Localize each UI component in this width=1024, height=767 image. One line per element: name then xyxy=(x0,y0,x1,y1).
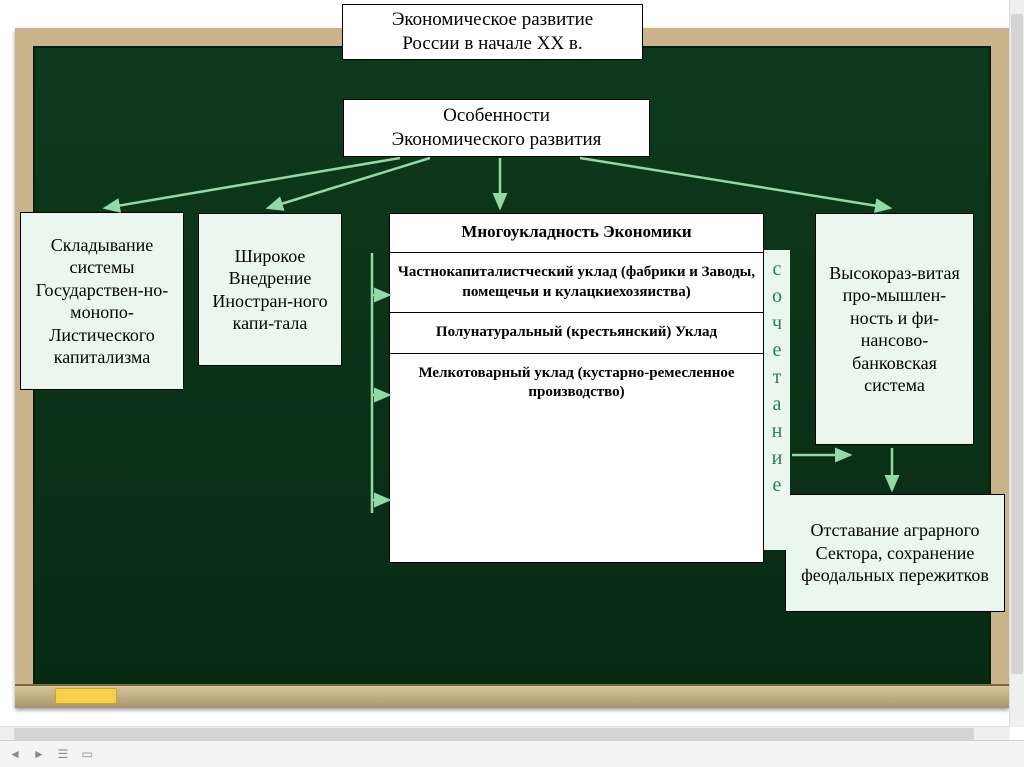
subtitle-line1: Особенности xyxy=(443,104,550,128)
leaf2-text: Широкое Внедрение Иностран-ного капи-тал… xyxy=(209,245,331,335)
multi-header: Многоукладность Экономики xyxy=(390,214,763,253)
menu-icon[interactable]: ☰ xyxy=(56,747,70,761)
horizontal-scrollbar[interactable] xyxy=(0,726,1010,741)
vstrip-letter: ч xyxy=(764,310,790,337)
bottom-toolbar: ◄ ► ☰ ▭ xyxy=(0,740,1024,767)
leaf-box-4: Высокораз-витая про-мышлен-ность и фи-на… xyxy=(815,213,974,445)
vstrip-letter: е xyxy=(764,472,790,499)
chalk-icon xyxy=(55,688,117,704)
title-line2: России в начале XX в. xyxy=(402,32,582,56)
vstrip-letter: о xyxy=(764,283,790,310)
leaf5-text: Отставание аграрного Сектора, сохранение… xyxy=(796,519,994,587)
vertical-scrollbar[interactable] xyxy=(1009,0,1024,727)
multi-section-3: Мелкотоварный уклад (кустарно-ремесленно… xyxy=(390,354,763,413)
horizontal-scroll-thumb[interactable] xyxy=(14,728,974,740)
vertical-scroll-thumb[interactable] xyxy=(1011,14,1023,674)
vstrip-letter: и xyxy=(764,445,790,472)
vstrip-letter: с xyxy=(764,256,790,283)
leaf1-text: Складывание системы Государствен-но-моно… xyxy=(31,234,173,369)
vstrip-letter: е xyxy=(764,337,790,364)
display-icon[interactable]: ▭ xyxy=(80,747,94,761)
multi-section-2: Полунатуральный (крестьянский) Уклад xyxy=(390,313,763,354)
vstrip-letter: н xyxy=(764,418,790,445)
vstrip-letter: а xyxy=(764,391,790,418)
title-line1: Экономическое развитие xyxy=(392,8,593,32)
next-slide-icon[interactable]: ► xyxy=(32,747,46,761)
prev-slide-icon[interactable]: ◄ xyxy=(8,747,22,761)
leaf-box-1: Складывание системы Государствен-но-моно… xyxy=(20,212,184,390)
stage: Экономическое развитие России в начале X… xyxy=(0,0,1024,767)
multi-box: Многоукладность Экономики Частнокапитали… xyxy=(389,213,764,563)
leaf-box-2: Широкое Внедрение Иностран-ного капи-тал… xyxy=(198,213,342,366)
subtitle-line2: Экономического развития xyxy=(392,128,602,152)
vstrip-letter: т xyxy=(764,364,790,391)
vertical-label-strip: сочетание xyxy=(764,250,790,550)
subtitle-box: Особенности Экономического развития xyxy=(343,99,650,157)
title-box: Экономическое развитие России в начале X… xyxy=(342,4,643,60)
chalk-tray xyxy=(15,684,1009,708)
leaf-box-5: Отставание аграрного Сектора, сохранение… xyxy=(785,494,1005,612)
leaf4-text: Высокораз-витая про-мышлен-ность и фи-на… xyxy=(826,262,963,397)
multi-section-1: Частнокапиталистческий уклад (фабрики и … xyxy=(390,253,763,313)
